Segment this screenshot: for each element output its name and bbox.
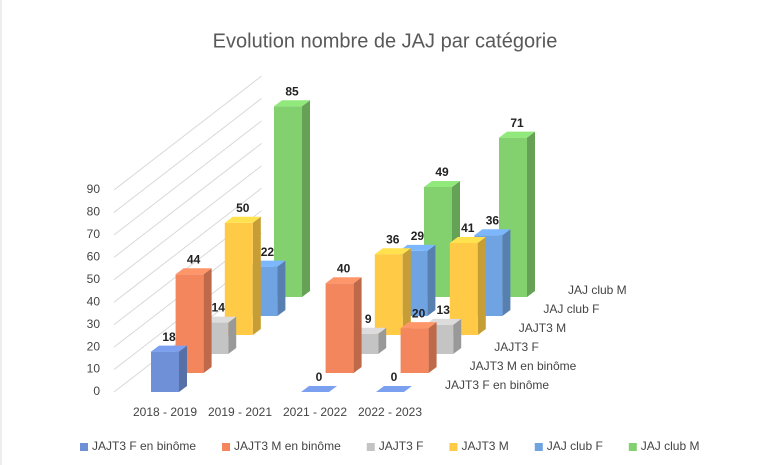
bar [151,345,187,392]
bar-side [378,327,387,354]
bar-top [274,100,310,107]
bar [376,386,412,392]
bar [301,386,337,392]
bar-side [252,216,261,335]
value-label: 40 [337,261,351,275]
bar-top [151,345,187,352]
bar [325,277,362,373]
value-label: 29 [411,229,425,243]
bar-top [424,181,460,188]
value-label: 71 [510,116,524,130]
value-label: 44 [187,252,201,266]
y-tick-label: 0 [93,384,100,398]
bar-side [302,100,310,297]
bar-side [179,345,187,392]
y-tick-label: 50 [87,272,101,286]
legend-swatch [80,443,88,451]
grid-line [113,120,262,236]
y-tick-label: 30 [87,317,101,331]
depth-label: JAJT3 F [494,340,539,354]
bar-side [428,322,437,373]
value-label: 49 [435,165,449,179]
bar-front [151,351,179,392]
bar-side [402,248,411,335]
legend-swatch [534,443,543,451]
depth-label: JAJT3 M en binôme [470,359,577,373]
value-label: 0 [316,370,323,384]
legend-swatch [449,443,458,451]
value-label: 9 [365,312,372,326]
grid-line [113,142,262,258]
y-tick-label: 70 [87,227,101,241]
value-label: 0 [391,370,398,384]
bar-top [374,248,411,255]
value-label: 36 [486,213,500,227]
bar-top [474,229,511,236]
bar-side [353,277,362,373]
bar [400,322,437,373]
grid-line [113,187,262,303]
depth-label: JAJ club F [543,302,599,316]
bar-side [453,318,462,354]
value-label: 36 [386,232,400,246]
bar-top [449,236,486,243]
depth-label: JAJ club M [568,283,627,297]
x-tick-label: 2019 - 2021 [208,405,272,419]
legend-swatch [628,443,637,451]
y-tick-label: 20 [87,339,101,353]
x-tick-label: 2022 - 2023 [358,405,422,419]
legend-swatch [222,443,231,451]
chart-title: Evolution nombre de JAJ par catégorie [213,30,558,52]
bar-front [374,254,403,335]
bar-side [228,316,237,354]
bar-side [277,260,286,316]
y-tick-label: 10 [87,362,101,376]
grid-line [113,98,262,213]
value-label: 85 [285,84,299,98]
x-tick-label: 2021 - 2022 [283,405,347,419]
y-tick-label: 40 [87,294,101,308]
bar-top [499,131,535,138]
bar-front [325,283,354,373]
bar-side [477,236,486,335]
value-label: 14 [212,301,226,315]
bar-side [502,229,511,316]
y-tick-label: 80 [87,205,101,219]
depth-label: JAJT3 M [519,321,566,335]
bar-top [224,216,261,223]
legend-label: JAJ club M [641,439,700,453]
x-tick-label: 2018 - 2019 [133,405,197,419]
bar-side [427,244,436,316]
legend-label: JAJT3 M en binôme [234,439,341,453]
bar-top [301,386,337,392]
bar-top [325,277,362,284]
value-label: 20 [412,306,426,320]
bar-front [400,328,429,373]
bar-top [400,322,437,329]
y-tick-label: 60 [87,250,101,264]
grid-line [113,165,262,281]
legend-label: JAJT3 F [379,439,424,453]
legend-label: JAJ club F [547,439,603,453]
value-label: 18 [162,330,176,344]
bar-front [224,222,253,335]
value-label: 22 [261,245,275,259]
bar-top [376,386,412,392]
legend-label: JAJT3 M [461,439,508,453]
value-label: 41 [461,221,475,235]
y-tick-label: 90 [87,182,101,196]
depth-label: JAJT3 F en binôme [445,378,549,392]
value-label: 13 [437,303,451,317]
bar-side [203,268,212,373]
bar-top [175,268,212,275]
value-label: 50 [236,201,250,215]
bar-side [527,131,535,297]
bar [224,216,261,335]
legend-label: JAJT3 F en binôme [92,439,196,453]
grid-line [113,75,262,191]
legend-swatch [366,443,375,451]
bar [374,248,411,335]
